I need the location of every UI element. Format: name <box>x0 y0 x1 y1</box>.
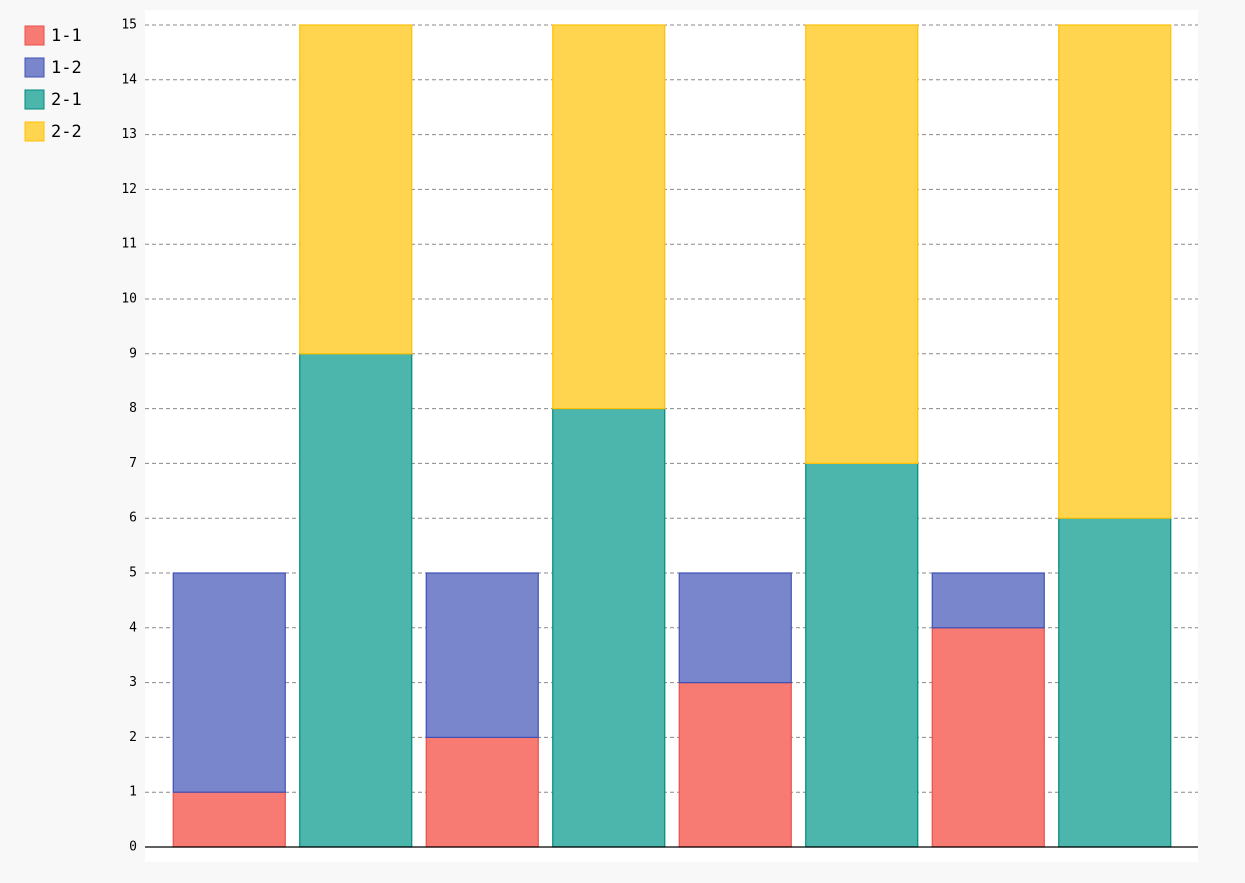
bar-segment <box>425 572 539 738</box>
bar-segment <box>552 408 666 848</box>
y-tick-label: 11 <box>121 237 137 252</box>
bar-segment <box>1058 517 1172 848</box>
y-tick-label: 13 <box>121 127 137 142</box>
bar-segment <box>172 791 286 848</box>
y-tick-label: 5 <box>129 566 137 581</box>
legend-swatch <box>24 89 45 110</box>
y-tick-label: 7 <box>129 456 137 471</box>
legend-label: 1-1 <box>51 26 82 46</box>
y-tick-label: 12 <box>121 182 137 197</box>
bar-segment <box>678 681 792 848</box>
legend-label: 2-1 <box>51 90 82 110</box>
bar-segment <box>552 24 666 410</box>
bar-segment <box>1058 24 1172 519</box>
y-tick-label: 2 <box>129 730 137 745</box>
y-tick-label: 10 <box>121 292 137 307</box>
legend-label: 2-2 <box>51 122 82 142</box>
y-tick-label: 1 <box>129 785 137 800</box>
y-tick-label: 6 <box>129 511 137 526</box>
bar-segment <box>425 736 539 848</box>
bar-segment <box>931 627 1045 848</box>
y-tick-label: 8 <box>129 401 137 416</box>
bar-segment <box>299 24 413 355</box>
bar-segment <box>299 353 413 848</box>
legend-label: 1-2 <box>51 58 82 78</box>
bar-segment <box>678 572 792 684</box>
y-tick-label: 15 <box>121 18 137 33</box>
y-tick-label: 14 <box>121 72 137 87</box>
legend-swatch <box>24 25 45 46</box>
legend: 1-1 1-2 2-1 2-2 <box>24 25 82 142</box>
y-tick-label: 9 <box>129 346 137 361</box>
bar-segment <box>931 572 1045 629</box>
bar-segment <box>805 24 919 464</box>
legend-swatch <box>24 121 45 142</box>
bar-segment <box>172 572 286 793</box>
bar-segment <box>805 462 919 848</box>
y-tick-label: 4 <box>129 620 137 635</box>
legend-swatch <box>24 57 45 78</box>
y-tick-label: 0 <box>129 840 137 855</box>
y-tick-label: 3 <box>129 675 137 690</box>
